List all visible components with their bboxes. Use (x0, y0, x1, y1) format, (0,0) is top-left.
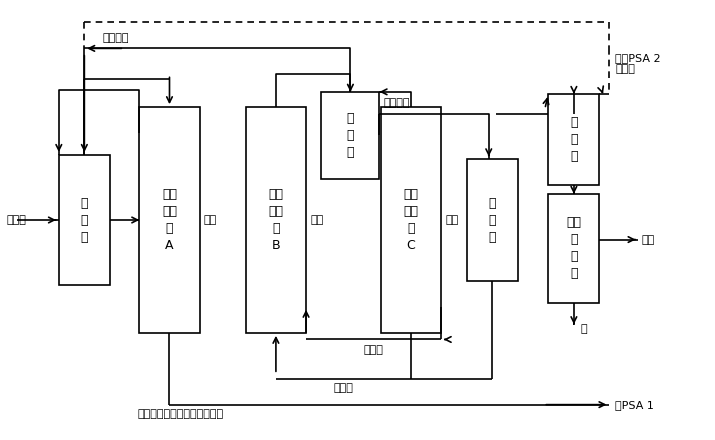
Bar (548, 94, 599, 185)
Text: 气液
分
离
器: 气液 分 离 器 (566, 216, 581, 280)
Text: 热吹废气: 热吹废气 (383, 99, 410, 108)
Text: 冷吹气: 冷吹气 (363, 345, 383, 356)
Text: 吸附: 吸附 (204, 215, 217, 225)
Bar (59, 155, 110, 285)
Text: 冷吹: 冷吹 (445, 215, 458, 225)
Bar (139, 107, 199, 333)
Text: 干燥
吸附
塔
B: 干燥 吸附 塔 B (268, 188, 283, 252)
Text: 冷吹废气: 冷吹废气 (102, 33, 129, 43)
Text: 冷
却
器: 冷 却 器 (81, 197, 88, 243)
Text: 干燥脱水后的原料气（干气）: 干燥脱水后的原料气（干气） (137, 409, 224, 419)
Text: 热吹: 热吹 (310, 215, 324, 225)
Text: 冷
却
器: 冷 却 器 (570, 116, 578, 163)
Text: 干燥
吸附
塔
A: 干燥 吸附 塔 A (162, 188, 177, 252)
Bar (548, 194, 599, 303)
Bar (380, 107, 441, 333)
Text: 热吹气: 热吹气 (333, 383, 353, 393)
Text: 水: 水 (581, 323, 588, 334)
Bar (246, 107, 306, 333)
Text: 排放: 排放 (642, 235, 655, 245)
Text: 换
热
器: 换 热 器 (347, 112, 354, 159)
Bar (321, 92, 380, 179)
Text: 加
热
器: 加 热 器 (488, 197, 496, 243)
Text: 原料气: 原料气 (6, 215, 26, 225)
Text: 干燥
吸附
塔
C: 干燥 吸附 塔 C (403, 188, 418, 252)
Text: 来自PSA 2
解吸气: 来自PSA 2 解吸气 (615, 53, 661, 74)
Text: 去PSA 1: 去PSA 1 (615, 400, 654, 410)
Bar (467, 159, 518, 281)
